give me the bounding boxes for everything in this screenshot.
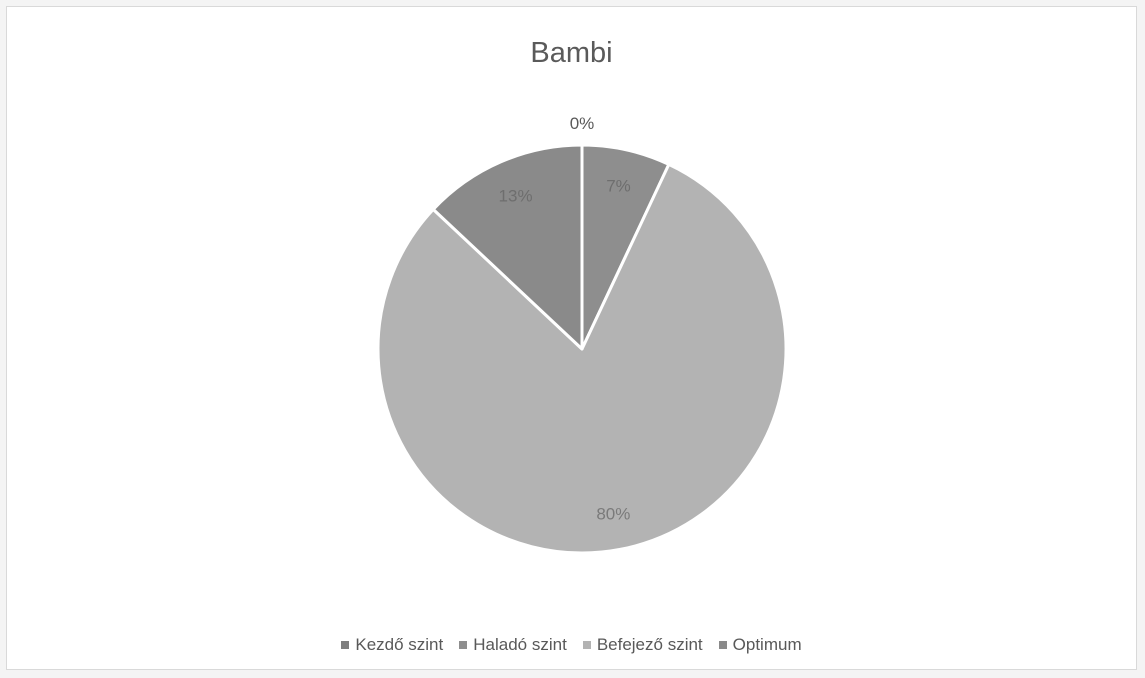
- data-label-4: 13%: [499, 186, 533, 205]
- legend-swatch-3: [582, 640, 591, 649]
- legend-label-1: Kezdő szint: [355, 635, 444, 654]
- chart-frame: Bambi 0% 7% 80% 13% Kezdő szint Haladó szint…: [6, 6, 1137, 670]
- legend-swatch-2: [459, 640, 468, 649]
- chart-title: Bambi: [530, 37, 613, 69]
- legend-item-2: Haladó szint: [459, 635, 567, 655]
- pie-slice-4: [431, 143, 584, 351]
- chart-legend: Kezdő szint Haladó szint Befejező szint Opt…: [7, 635, 1136, 655]
- legend-label-4: Optimum: [732, 635, 802, 654]
- legend-swatch-4: [718, 640, 727, 649]
- legend-label-3: Befejező szint: [596, 635, 703, 654]
- data-label-3: 80%: [596, 504, 630, 523]
- legend-item-1: Kezdő szint: [341, 635, 443, 655]
- pie-slice-3: [376, 162, 788, 555]
- legend-item-4: Optimum: [718, 635, 802, 655]
- data-label-2: 7%: [606, 177, 631, 196]
- legend-swatch-1: [341, 640, 350, 649]
- data-label-1: 0%: [570, 114, 595, 133]
- legend-item-3: Befejező szint: [582, 635, 703, 655]
- legend-label-2: Haladó szint: [473, 635, 567, 654]
- pie-chart: 0% 7% 80% 13%: [376, 114, 788, 555]
